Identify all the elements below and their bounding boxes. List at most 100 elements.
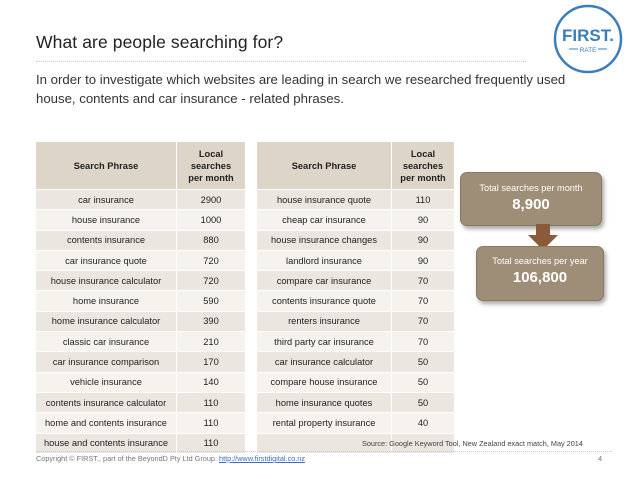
search-phrase-cell: house insurance bbox=[35, 209, 177, 231]
header-local-searches: Local searches per month bbox=[176, 141, 246, 190]
table-row: car insurance calculator 50 bbox=[256, 351, 455, 373]
copyright-text: Copyright © FIRST., part of the BeyondD … bbox=[36, 454, 217, 463]
searches-count-cell: 2900 bbox=[176, 188, 246, 211]
table-header-row: Search Phrase Local searches per month bbox=[35, 141, 246, 190]
total-year-box: Total searches per year 106,800 bbox=[476, 246, 604, 301]
search-phrase-cell: rental property insurance bbox=[256, 412, 392, 434]
first-rate-logo-icon: FIRST. RATE bbox=[552, 3, 624, 75]
search-phrase-cell: landlord insurance bbox=[256, 249, 392, 272]
search-phrase-cell: car insurance comparison bbox=[35, 351, 177, 373]
intro-text: In order to investigate which websites a… bbox=[36, 72, 566, 106]
searches-count-cell: 110 bbox=[176, 391, 246, 414]
searches-count-cell: 170 bbox=[176, 351, 246, 373]
search-phrase-cell: car insurance bbox=[35, 188, 177, 211]
searches-count-cell: 590 bbox=[176, 290, 246, 312]
searches-count-cell: 720 bbox=[176, 249, 246, 272]
searches-count-cell bbox=[391, 432, 455, 454]
table-header-row: Search Phrase Local searches per month bbox=[256, 141, 455, 190]
table-row: contents insurance calculator 110 bbox=[35, 391, 246, 414]
search-phrase-cell: contents insurance calculator bbox=[35, 391, 177, 414]
table-row: rental property insurance 40 bbox=[256, 412, 455, 434]
total-month-label: Total searches per month bbox=[479, 183, 583, 193]
search-table-right: Search Phrase Local searches per month h… bbox=[256, 141, 455, 454]
table-row: home insurance calculator 390 bbox=[35, 310, 246, 333]
logo-subtext: RATE bbox=[580, 47, 598, 54]
search-phrase-cell: classic car insurance bbox=[35, 331, 177, 353]
table-row: house insurance changes 90 bbox=[256, 229, 455, 251]
searches-count-cell: 70 bbox=[391, 331, 455, 353]
table-row: contents insurance 880 bbox=[35, 229, 246, 251]
search-phrase-cell: home and contents insurance bbox=[35, 412, 177, 434]
table-row: home insurance 590 bbox=[35, 290, 246, 312]
header-local-searches: Local searches per month bbox=[391, 141, 455, 190]
source-note: Source: Google Keyword Tool, New Zealand… bbox=[362, 439, 583, 448]
website-link[interactable]: http://www.firstdigital.co.nz bbox=[219, 454, 306, 463]
search-phrase-cell: home insurance calculator bbox=[35, 310, 177, 333]
searches-count-cell: 110 bbox=[176, 412, 246, 434]
search-phrase-cell bbox=[256, 432, 392, 454]
footer: Copyright © FIRST., part of the BeyondD … bbox=[36, 454, 305, 463]
search-phrase-cell: compare car insurance bbox=[256, 270, 392, 292]
search-phrase-cell: house insurance calculator bbox=[35, 270, 177, 292]
searches-count-cell: 40 bbox=[391, 412, 455, 434]
table-row: house and contents insurance 110 bbox=[35, 432, 246, 454]
total-month-value: 8,900 bbox=[512, 196, 550, 213]
table-row: house insurance 1000 bbox=[35, 209, 246, 231]
footer-divider bbox=[36, 451, 612, 452]
searches-count-cell: 50 bbox=[391, 391, 455, 414]
page-number: 4 bbox=[598, 454, 603, 463]
total-month-box: Total searches per month 8,900 bbox=[460, 172, 602, 226]
searches-count-cell: 390 bbox=[176, 310, 246, 333]
header-search-phrase: Search Phrase bbox=[256, 141, 392, 190]
search-phrase-cell: renters insurance bbox=[256, 310, 392, 333]
search-phrase-cell: third party car insurance bbox=[256, 331, 392, 353]
table-row: car insurance quote 720 bbox=[35, 249, 246, 272]
table-row: house insurance calculator 720 bbox=[35, 270, 246, 292]
search-table-left: Search Phrase Local searches per month c… bbox=[35, 141, 246, 454]
searches-count-cell: 50 bbox=[391, 371, 455, 393]
searches-count-cell: 90 bbox=[391, 229, 455, 251]
title-divider bbox=[36, 61, 526, 62]
search-phrase-cell: vehicle insurance bbox=[35, 371, 177, 393]
total-year-value: 106,800 bbox=[512, 269, 568, 286]
search-phrase-cell: house insurance changes bbox=[256, 229, 392, 251]
slide-title: What are people searching for? bbox=[36, 32, 284, 52]
searches-count-cell: 210 bbox=[176, 331, 246, 353]
searches-count-cell: 1000 bbox=[176, 209, 246, 231]
search-phrase-cell: compare house insurance bbox=[256, 371, 392, 393]
table-row: compare car insurance 70 bbox=[256, 270, 455, 292]
searches-count-cell: 70 bbox=[391, 290, 455, 312]
table-row: third party car insurance 70 bbox=[256, 331, 455, 353]
table-row: renters insurance 70 bbox=[256, 310, 455, 333]
table-row: compare house insurance 50 bbox=[256, 371, 455, 393]
search-phrase-cell: house and contents insurance bbox=[35, 432, 177, 454]
table-row: home and contents insurance 110 bbox=[35, 412, 246, 434]
search-phrase-cell: car insurance calculator bbox=[256, 351, 392, 373]
table-row: contents insurance quote 70 bbox=[256, 290, 455, 312]
searches-count-cell: 140 bbox=[176, 371, 246, 393]
search-phrase-cell: contents insurance quote bbox=[256, 290, 392, 312]
table-row: cheap car insurance 90 bbox=[256, 209, 455, 231]
logo-text: FIRST. bbox=[562, 26, 614, 45]
search-phrase-cell: home insurance bbox=[35, 290, 177, 312]
searches-count-cell: 70 bbox=[391, 310, 455, 333]
table-row: car insurance comparison 170 bbox=[35, 351, 246, 373]
searches-count-cell: 720 bbox=[176, 270, 246, 292]
searches-count-cell: 110 bbox=[176, 432, 246, 454]
table-row: vehicle insurance 140 bbox=[35, 371, 246, 393]
table-row: house insurance quote 110 bbox=[256, 188, 455, 211]
search-phrase-cell: home insurance quotes bbox=[256, 391, 392, 414]
table-row: car insurance 2900 bbox=[35, 188, 246, 211]
search-phrase-cell: house insurance quote bbox=[256, 188, 392, 211]
total-year-label: Total searches per year bbox=[492, 256, 588, 266]
searches-count-cell: 110 bbox=[391, 188, 455, 211]
search-phrase-cell: car insurance quote bbox=[35, 249, 177, 272]
table-row bbox=[256, 432, 455, 454]
searches-count-cell: 70 bbox=[391, 270, 455, 292]
header-search-phrase: Search Phrase bbox=[35, 141, 177, 190]
searches-count-cell: 90 bbox=[391, 249, 455, 272]
searches-count-cell: 50 bbox=[391, 351, 455, 373]
table-row: home insurance quotes 50 bbox=[256, 391, 455, 414]
searches-count-cell: 880 bbox=[176, 229, 246, 251]
search-phrase-cell: contents insurance bbox=[35, 229, 177, 251]
